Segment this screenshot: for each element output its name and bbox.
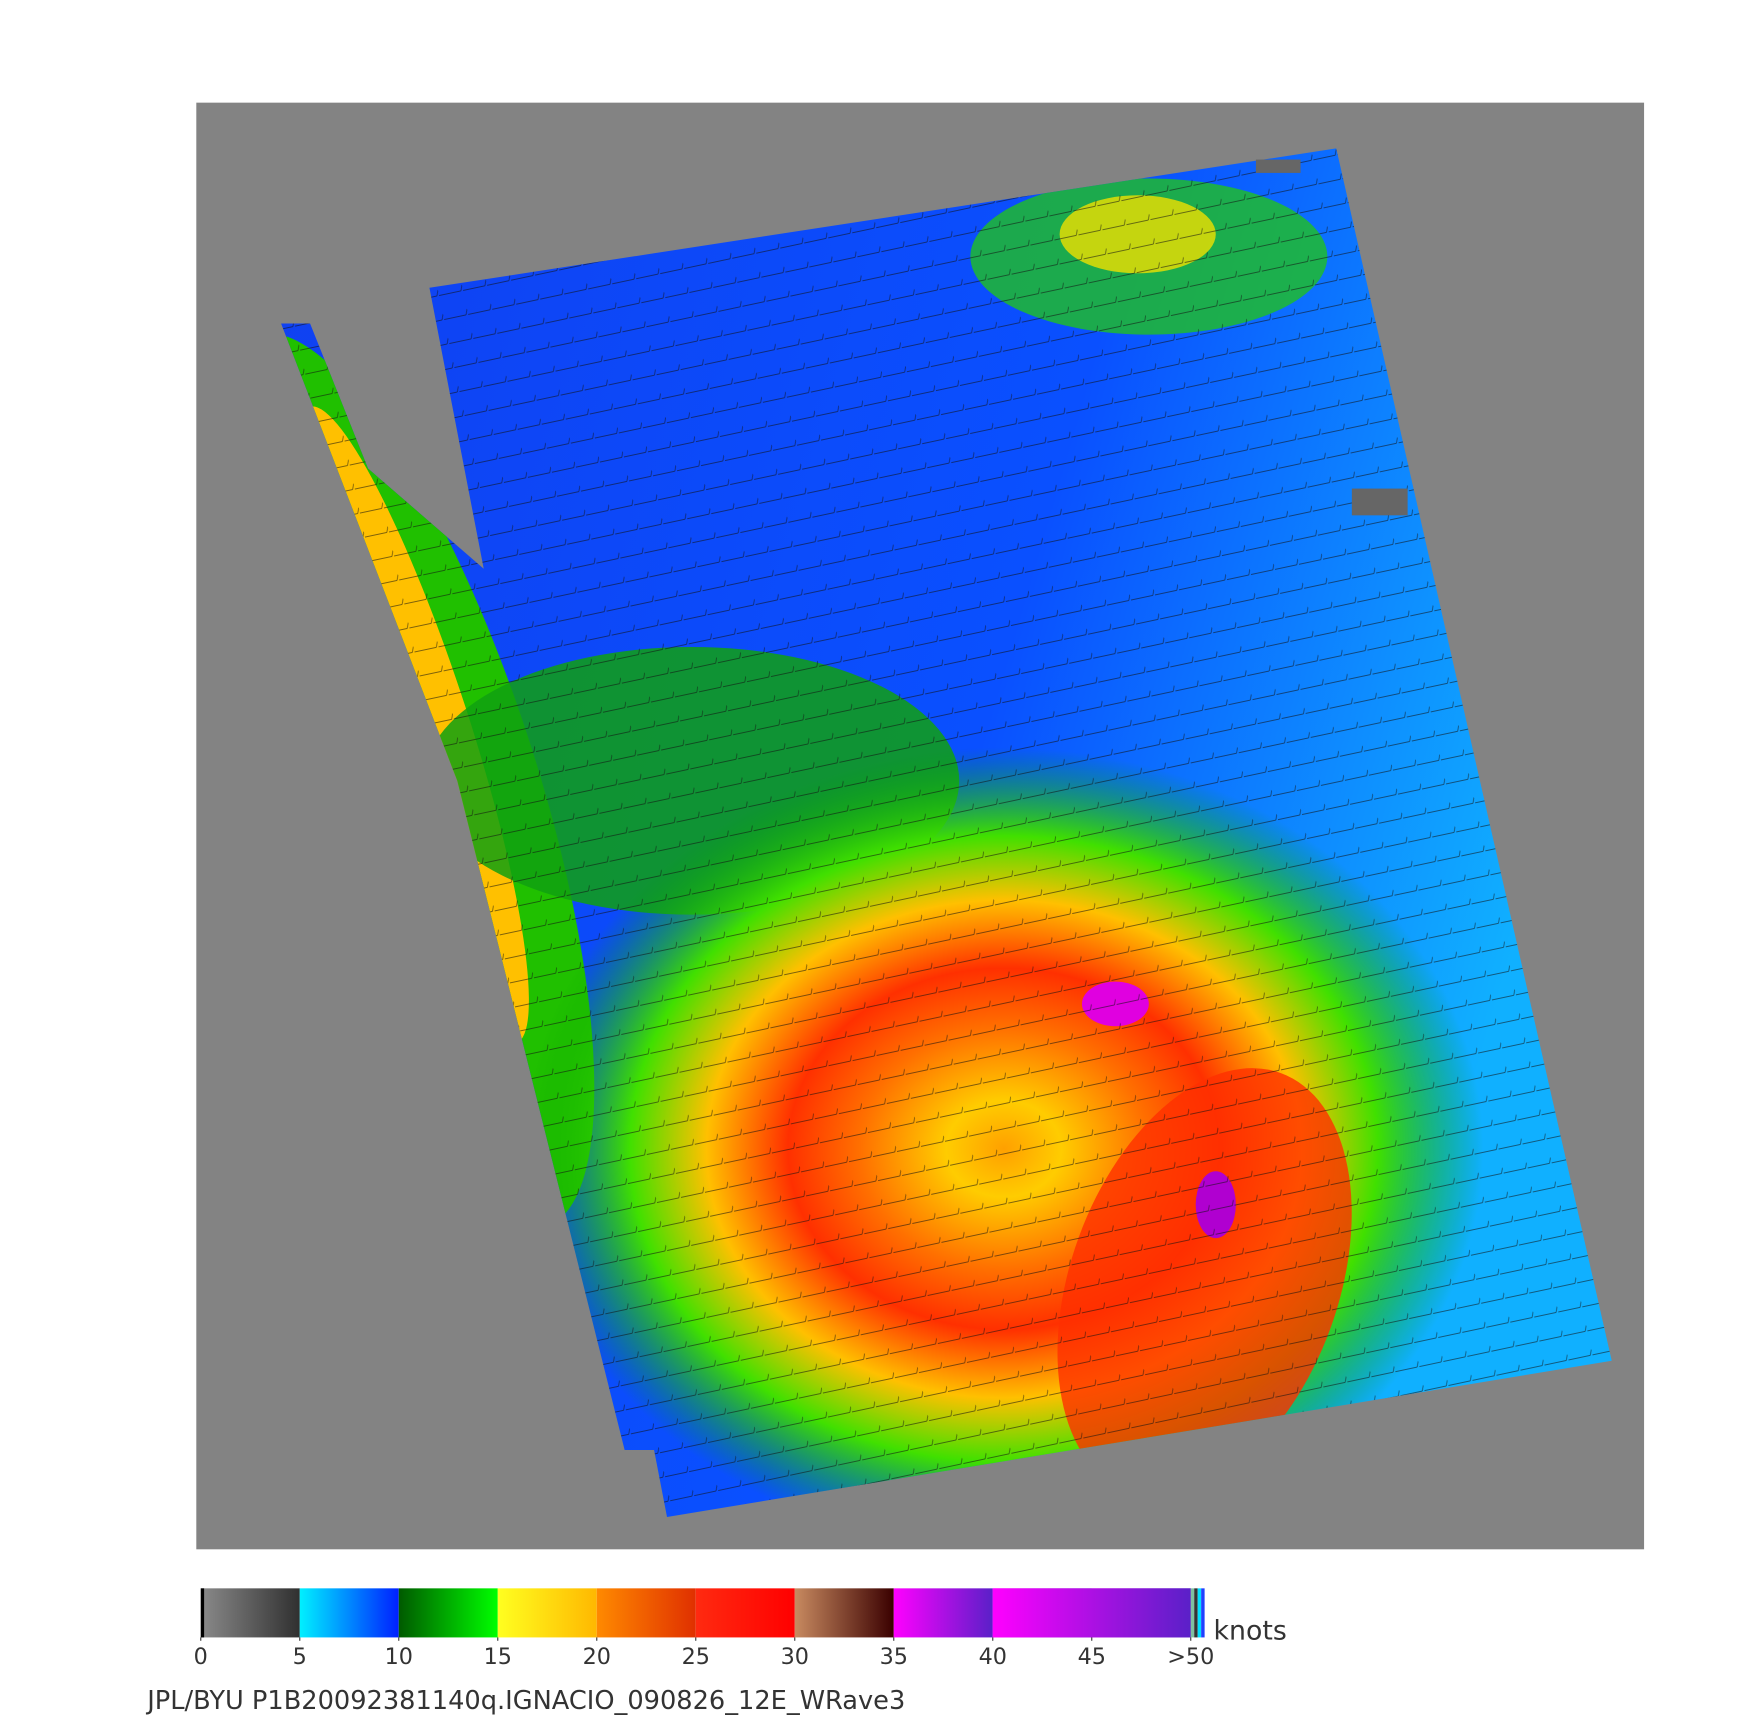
land-patch (1351, 488, 1408, 516)
colorbar-segment (1190, 1588, 1195, 1638)
colorbar-segment (893, 1588, 993, 1638)
colorbar-segment (794, 1588, 894, 1638)
colorbar-segment (299, 1588, 399, 1638)
colorbar-tick-label: 45 (1078, 1644, 1106, 1670)
colorbar-tick-label: 20 (583, 1644, 611, 1670)
footer: JPL/BYU P1B20092381140q.IGNACIO_090826_1… (145, 1686, 905, 1716)
colorbar-tick-label: 30 (781, 1644, 809, 1670)
colorbar-tick-label: 5 (293, 1644, 307, 1670)
colorbar-tick-label: 0 (194, 1644, 208, 1670)
colorbar-tick-label: 25 (682, 1644, 710, 1670)
colorbar-segment (695, 1588, 795, 1638)
colorbar-tick-label: 35 (880, 1644, 908, 1670)
colorbar-tick-label: >50 (1167, 1644, 1214, 1670)
colorbar-segment (1197, 1588, 1202, 1638)
colorbar: 0 5 10 15 20 25 30 35 40 45 >50 (194, 1588, 1214, 1670)
colorbar-tick-label: 10 (385, 1644, 413, 1670)
colorbar-segment (1194, 1588, 1198, 1638)
colorbar-tick-label: 40 (979, 1644, 1007, 1670)
colorbar-segment (992, 1588, 1191, 1638)
colorbar-segment (200, 1588, 300, 1638)
colorbar-segment (1201, 1588, 1205, 1638)
land-patch (1255, 159, 1301, 173)
colorbar-unit: knots (1214, 1616, 1287, 1647)
colorbar-segment (200, 1588, 205, 1638)
colorbar-tick-label: 15 (484, 1644, 512, 1670)
colorbar-segment (497, 1588, 597, 1638)
colorbar-segment (398, 1588, 498, 1638)
colorbar-segment (596, 1588, 696, 1638)
